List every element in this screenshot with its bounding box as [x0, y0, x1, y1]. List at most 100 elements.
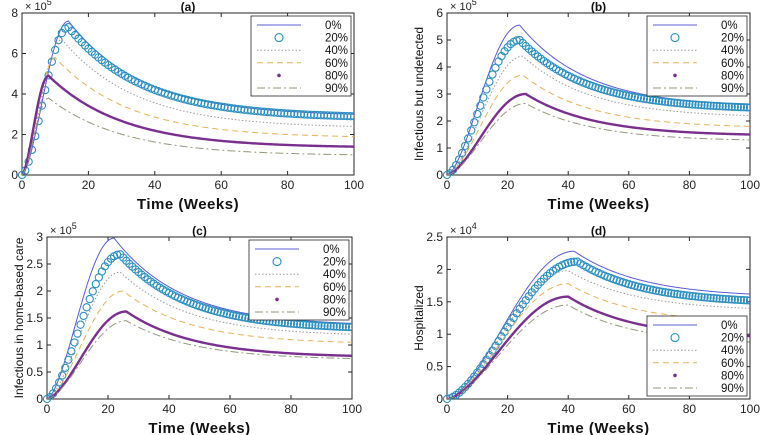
y-multiplier-base: × 10 [50, 225, 72, 237]
y-tick-label: 2 [436, 114, 443, 128]
data-point [679, 290, 688, 300]
x-axis-label: Time (Weeks) [148, 420, 250, 435]
legend-swatch-dot [277, 73, 281, 78]
legend-label: 90% [721, 83, 744, 95]
y-tick-label: 1.5 [26, 311, 43, 325]
legend: 0%20%40%60%80%90% [646, 15, 748, 97]
data-point [470, 118, 479, 127]
legend-box [248, 239, 350, 321]
data-point [313, 110, 322, 120]
series-line [22, 74, 354, 175]
data-point [721, 102, 730, 111]
panel-c: 0 20 40 60 80 100 0 0.5 1 1.5 2 2.5 3 × 105 (c) Time (W… [12, 221, 362, 435]
y-tick-label: 1 [436, 141, 443, 155]
x-tick-label: 0 [444, 402, 451, 416]
data-point [739, 103, 749, 112]
data-point [326, 111, 335, 120]
series-60pct [447, 74, 750, 175]
x-tick-label: 20 [82, 178, 96, 192]
y-multiplier: × 105 [50, 221, 77, 237]
data-point [302, 320, 311, 329]
data-point [706, 293, 715, 303]
series-line [22, 97, 354, 175]
data-point [630, 93, 640, 102]
legend-label: 90% [721, 383, 744, 395]
data-point [667, 289, 676, 298]
legend-swatch-dot [673, 373, 677, 378]
legend-label: 20% [721, 333, 744, 345]
data-point [457, 148, 467, 158]
data-point [712, 101, 721, 111]
legend-label: 80% [721, 70, 744, 82]
x-tick-label: 80 [281, 178, 295, 192]
data-point [618, 90, 627, 99]
x-tick-label: 20 [501, 402, 515, 416]
legend-label: 90% [323, 307, 346, 319]
y-tick-label: 3 [36, 230, 43, 244]
panel-d: 0 20 40 60 80 100 0 0.5 1 1.5 2 2.5 × 104 (d) Time (We… [412, 221, 760, 435]
y-multiplier-exponent: 4 [472, 221, 477, 231]
series-line [447, 92, 750, 175]
series-60pct [22, 56, 354, 175]
y-tick-label: 6 [436, 6, 443, 20]
data-point [664, 97, 673, 107]
legend-label: 60% [325, 58, 348, 70]
data-point [335, 322, 344, 331]
legend: 0%20%40%60%80%90% [248, 239, 350, 321]
y-multiplier-exponent: 5 [472, 0, 477, 7]
series-line [447, 55, 750, 175]
panel-title: (d) [591, 224, 606, 238]
x-tick-label: 0 [444, 178, 451, 192]
data-point [332, 322, 341, 331]
data-point [633, 93, 643, 102]
legend-swatch-dot [275, 297, 279, 302]
y-tick-label: 0 [36, 392, 43, 406]
data-point [222, 309, 232, 319]
data-point [231, 311, 241, 321]
panel-title: (b) [591, 0, 606, 14]
data-point [636, 94, 646, 103]
series-line [447, 74, 750, 175]
y-tick-label: 3 [436, 87, 443, 101]
data-point [336, 111, 345, 121]
y-tick-label: 1 [36, 338, 43, 352]
data-point [685, 291, 694, 300]
data-point [346, 112, 354, 121]
data-point [670, 98, 679, 107]
legend-label: 40% [323, 269, 346, 281]
data-point [709, 294, 718, 303]
data-point [464, 134, 473, 143]
data-point [621, 91, 630, 100]
legend-label: 0% [325, 20, 342, 32]
origin-point [442, 170, 452, 180]
legend-swatch-circle [272, 257, 282, 267]
x-tick-label: 60 [215, 178, 229, 192]
data-point [688, 100, 697, 109]
series-line [47, 310, 352, 399]
data-point [661, 288, 670, 297]
data-point [338, 322, 347, 331]
y-tick-label: 2 [436, 262, 443, 276]
y-tick-label: 1.5 [426, 295, 443, 309]
x-tick-label: 40 [562, 402, 576, 416]
data-point [228, 311, 238, 320]
x-tick-label: 60 [622, 402, 636, 416]
data-point [697, 100, 706, 110]
series-40pct [22, 38, 354, 175]
data-point [700, 293, 709, 302]
data-point [88, 287, 97, 296]
y-tick-label: 2 [11, 128, 18, 142]
y-tick-label: 1 [436, 327, 443, 341]
x-axis-label: Time (Weeks) [137, 196, 239, 213]
y-tick-label: 6 [11, 47, 18, 61]
data-point [225, 310, 235, 319]
data-point [691, 100, 700, 109]
series-20pct [447, 35, 750, 175]
series-80pct [447, 92, 750, 175]
legend-label: 80% [325, 70, 348, 82]
panel-title: (c) [192, 224, 207, 238]
data-point [745, 296, 750, 305]
data-point [718, 294, 727, 304]
y-multiplier-exponent: 5 [72, 221, 77, 231]
